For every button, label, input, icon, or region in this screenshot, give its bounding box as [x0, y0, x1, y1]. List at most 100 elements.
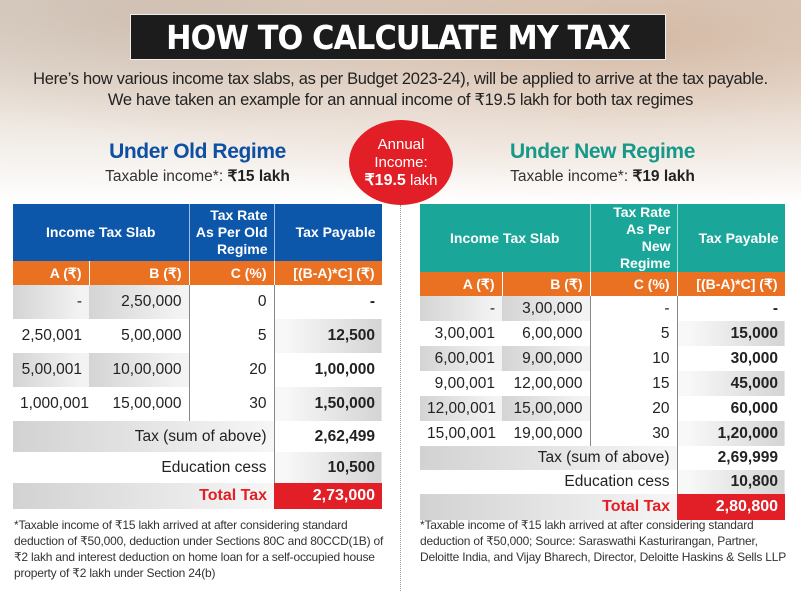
total-value: 2,73,000	[274, 483, 383, 509]
cell-a: 5,00,001	[13, 353, 89, 387]
cess-row: Education cess 10,500	[13, 452, 383, 483]
cell-c: 5	[590, 321, 678, 346]
cess-label: Education cess	[13, 452, 275, 483]
subheader-a: A (₹)	[13, 261, 90, 285]
table-subheader-row: A (₹) B (₹) C (%) [(B-A)*C] (₹)	[13, 261, 383, 285]
table-header-row: Income Tax Slab Tax Rate As Per New Regi…	[420, 204, 786, 272]
column-divider	[400, 205, 401, 591]
total-row: Total Tax 2,73,000	[13, 483, 383, 509]
page-title: HOW TO CALCULATE MY TAX	[166, 17, 631, 57]
badge-line2: Income:	[374, 153, 428, 171]
cell-b: 15,00,000	[502, 396, 591, 421]
cell-payable: -	[369, 293, 376, 310]
cell-c: 15	[590, 371, 678, 396]
badge-amount: ₹19.5	[364, 171, 406, 189]
cell-payable: 1,50,000	[274, 387, 383, 421]
cell-a: 15,00,001	[427, 424, 496, 442]
cell-payable: 12,500	[274, 319, 383, 353]
sum-label: Tax (sum of above)	[420, 446, 678, 470]
total-label: Total Tax	[420, 494, 678, 520]
table-row: - 2,50,000 0 -	[13, 285, 382, 319]
table-row: - 3,00,000 - -	[420, 296, 785, 321]
sum-value: 2,69,999	[717, 449, 779, 466]
cell-c: 20	[189, 353, 275, 387]
cell-a: 6,00,001	[420, 346, 502, 371]
subheader-formula: [(B-A)*C] (₹)	[677, 272, 786, 296]
table-row: 2,50,001 5,00,000 5 12,500	[13, 319, 383, 353]
taxable-income-label: Taxable income*:	[510, 168, 633, 185]
cell-payable: 45,000	[677, 371, 786, 396]
cell-a: -	[420, 296, 502, 321]
cell-c: 30	[590, 421, 678, 446]
total-row: Total Tax 2,80,800	[420, 494, 786, 520]
badge-amount-line: ₹19.5 lakh	[349, 172, 453, 190]
table-row: 15,00,001 19,00,000 30 1,20,000	[420, 421, 786, 446]
sum-row: Tax (sum of above) 2,62,499	[13, 421, 382, 452]
cess-label: Education cess	[420, 470, 678, 494]
old-regime-taxable-income: Taxable income*: ₹15 lakh	[10, 167, 385, 186]
table-subheader-row: A (₹) B (₹) C (%) [(B-A)*C] (₹)	[420, 272, 786, 296]
badge-line1: Annual	[377, 135, 425, 153]
table-row: 9,00,001 12,00,000 15 45,000	[420, 371, 786, 396]
cell-b: 19,00,000	[502, 421, 591, 446]
cell-b: 12,00,000	[502, 371, 591, 396]
cell-payable: 15,000	[677, 321, 786, 346]
old-regime-table: Income Tax Slab Tax Rate As Per Old Regi…	[13, 204, 383, 509]
cell-b: 9,00,000	[502, 346, 591, 371]
sum-row: Tax (sum of above) 2,69,999	[420, 446, 785, 470]
cell-a: 2,50,001	[21, 327, 82, 344]
cell-b: 10,00,000	[89, 353, 190, 387]
header-tax-payable: Tax Payable	[274, 204, 383, 261]
cell-a: -	[13, 285, 89, 319]
sum-label: Tax (sum of above)	[13, 421, 275, 452]
subheader-a: A (₹)	[420, 272, 503, 296]
new-regime-footnote: *Taxable income of ₹15 lakh arrived at a…	[420, 518, 787, 564]
subheader-c: C (%)	[590, 272, 678, 296]
header-income-tax-slab: Income Tax Slab	[13, 204, 190, 261]
cell-c: -	[590, 296, 678, 321]
header-tax-rate: Tax Rate As Per Old Regime	[189, 204, 275, 261]
cell-b: 15,00,000	[89, 387, 190, 421]
total-value: 2,80,800	[677, 494, 786, 520]
cell-a: 3,00,001	[434, 324, 495, 342]
annual-income-badge: Annual Income: ₹19.5 lakh	[349, 120, 453, 205]
taxable-income-label: Taxable income*:	[105, 168, 228, 185]
table-row: 5,00,001 10,00,000 20 1,00,000	[13, 353, 382, 387]
cell-a: 12,00,001	[420, 396, 502, 421]
cess-row: Education cess 10,800	[420, 470, 786, 494]
table-row: 1,000,001 15,00,000 30 1,50,000	[13, 387, 383, 421]
header-tax-payable: Tax Payable	[677, 204, 786, 272]
cess-value: 10,800	[677, 470, 786, 494]
taxable-income-value: ₹19 lakh	[632, 168, 695, 185]
table-row: 3,00,001 6,00,000 5 15,000	[420, 321, 786, 346]
cell-a: 1,000,001	[20, 395, 89, 412]
cell-c: 20	[590, 396, 678, 421]
sum-value: 2,62,499	[314, 427, 376, 445]
new-regime-title: Under New Regime	[510, 140, 695, 163]
header-income-tax-slab: Income Tax Slab	[420, 204, 591, 272]
total-label: Total Tax	[13, 483, 275, 509]
header-tax-rate: Tax Rate As Per New Regime	[590, 204, 678, 272]
cell-b: 3,00,000	[502, 296, 591, 321]
old-regime-title: Under Old Regime	[109, 140, 286, 163]
cell-c: 0	[189, 285, 275, 319]
subheader-c: C (%)	[189, 261, 275, 285]
cell-payable: 60,000	[730, 399, 779, 417]
cell-payable: 1,20,000	[677, 421, 786, 446]
cell-payable: 1,00,000	[314, 361, 376, 378]
intro-text: Here’s how various income tax slabs, as …	[33, 70, 768, 109]
old-regime-footnote: *Taxable income of ₹15 lakh arrived at a…	[14, 518, 384, 580]
cell-c: 5	[189, 319, 275, 353]
cess-value: 10,500	[274, 452, 383, 483]
cell-c: 30	[189, 387, 275, 421]
subheader-b: B (₹)	[89, 261, 190, 285]
taxable-income-value: ₹15 lakh	[227, 168, 290, 185]
new-regime-taxable-income: Taxable income*: ₹19 lakh	[415, 167, 790, 186]
cell-b: 6,00,000	[502, 321, 591, 346]
cell-b: 5,00,000	[89, 319, 190, 353]
cell-payable: 30,000	[730, 349, 779, 367]
subheader-formula: [(B-A)*C] (₹)	[274, 261, 383, 285]
cell-a: 9,00,001	[434, 374, 495, 392]
title-banner: HOW TO CALCULATE MY TAX	[130, 14, 666, 60]
cell-b: 2,50,000	[89, 285, 190, 319]
